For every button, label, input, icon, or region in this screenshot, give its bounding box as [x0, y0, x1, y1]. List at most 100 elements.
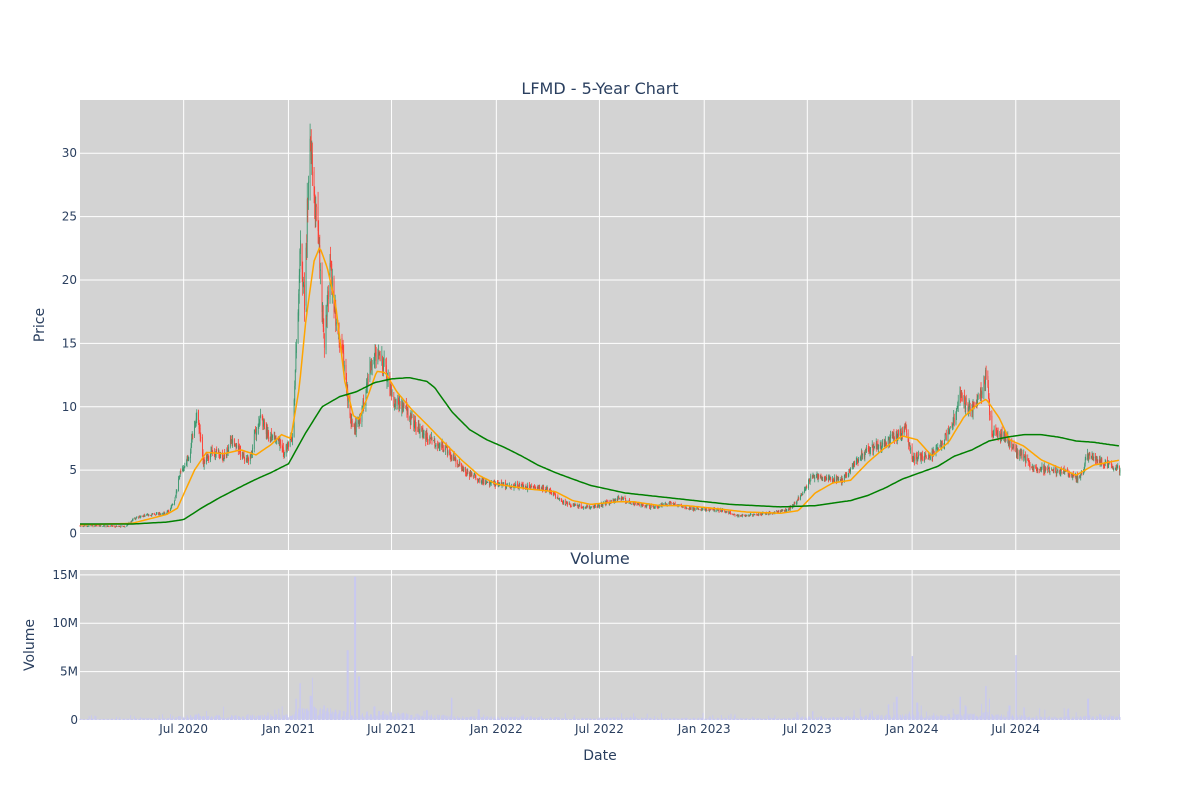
- candle: [435, 442, 437, 450]
- volume-bar: [915, 716, 917, 720]
- candle: [1088, 451, 1090, 456]
- candle: [981, 387, 983, 399]
- volume-bar: [462, 716, 464, 720]
- candle: [311, 140, 313, 175]
- volume-bar: [892, 716, 894, 720]
- volume-bar: [503, 717, 505, 720]
- volume-bar: [876, 714, 878, 720]
- volume-bar: [270, 716, 272, 720]
- volume-bar: [286, 715, 288, 720]
- volume-bar: [486, 716, 488, 720]
- volume-bar: [598, 719, 600, 720]
- candle: [936, 444, 938, 450]
- volume-bar: [357, 718, 359, 720]
- volume-bar: [776, 718, 778, 720]
- volume-bar: [379, 714, 381, 720]
- volume-bar: [685, 717, 687, 720]
- volume-bar: [451, 697, 453, 720]
- volume-bar: [740, 718, 742, 720]
- volume-bar: [864, 715, 866, 720]
- candle: [903, 426, 905, 436]
- volume-bar: [889, 715, 891, 720]
- candle: [350, 412, 352, 429]
- volume-bar: [577, 718, 579, 720]
- volume-bar: [170, 719, 172, 720]
- candle: [158, 512, 159, 516]
- candle: [583, 505, 584, 510]
- candle: [310, 129, 312, 165]
- candle: [598, 503, 600, 508]
- volume-bar: [170, 714, 172, 720]
- candle: [853, 461, 855, 467]
- volume-bar: [666, 717, 668, 720]
- candle: [937, 443, 939, 452]
- volume-bar: [375, 715, 377, 720]
- volume-bar: [865, 716, 867, 720]
- volume-bar: [418, 714, 420, 720]
- candle: [985, 365, 987, 380]
- candle: [782, 509, 784, 512]
- volume-bar: [466, 717, 468, 720]
- candle: [912, 456, 914, 463]
- volume-bar: [110, 719, 112, 720]
- candle: [415, 421, 417, 435]
- volume-bar: [837, 718, 838, 720]
- volume-bar: [431, 716, 433, 720]
- volume-bar: [533, 717, 535, 720]
- volume-bar: [940, 715, 942, 720]
- volume-bar: [1035, 717, 1037, 720]
- candle: [254, 429, 256, 435]
- candle: [924, 451, 926, 463]
- candle: [805, 486, 807, 492]
- candle: [945, 432, 947, 436]
- volume-bar: [971, 713, 973, 720]
- volume-bar: [955, 714, 957, 720]
- volume-bar: [325, 710, 327, 720]
- volume-bar: [1096, 715, 1098, 720]
- volume-bar: [159, 718, 161, 720]
- candle: [462, 464, 464, 472]
- candle: [118, 525, 120, 527]
- candle: [908, 442, 910, 447]
- candle: [383, 350, 385, 367]
- candle: [240, 445, 242, 461]
- volume-bar: [562, 718, 564, 720]
- candle: [538, 484, 540, 490]
- volume-bar: [745, 718, 747, 720]
- candle: [585, 505, 587, 509]
- volume-bar: [932, 716, 934, 720]
- candle: [587, 504, 588, 508]
- volume-bar: [1021, 715, 1023, 720]
- volume-bar: [319, 708, 321, 720]
- candle: [1056, 469, 1058, 472]
- volume-bar: [948, 717, 950, 720]
- volume-bar: [369, 716, 371, 720]
- candle: [617, 496, 619, 502]
- volume-bar: [995, 714, 997, 720]
- volume-bar: [293, 714, 295, 720]
- volume-bar: [578, 718, 580, 720]
- candle: [585, 506, 587, 509]
- volume-bar: [530, 716, 532, 720]
- candle: [558, 498, 560, 500]
- volume-bar: [909, 713, 911, 720]
- volume-bar: [155, 718, 157, 720]
- volume-bar: [330, 714, 332, 720]
- candle: [624, 495, 626, 499]
- candle: [221, 449, 223, 461]
- candle: [171, 504, 173, 509]
- volume-bar: [134, 718, 136, 720]
- volume-bar: [86, 719, 88, 720]
- candle: [888, 436, 890, 441]
- volume-bar: [961, 715, 963, 720]
- volume-bar: [824, 718, 826, 720]
- volume-bar: [254, 718, 256, 720]
- candle: [139, 515, 141, 519]
- volume-bar: [1015, 655, 1017, 720]
- volume-bar: [553, 717, 555, 720]
- volume-bar: [1116, 717, 1118, 720]
- volume-bar: [489, 718, 491, 720]
- volume-bar: [223, 706, 224, 720]
- volume-bar: [465, 717, 467, 720]
- volume-bar: [710, 717, 711, 720]
